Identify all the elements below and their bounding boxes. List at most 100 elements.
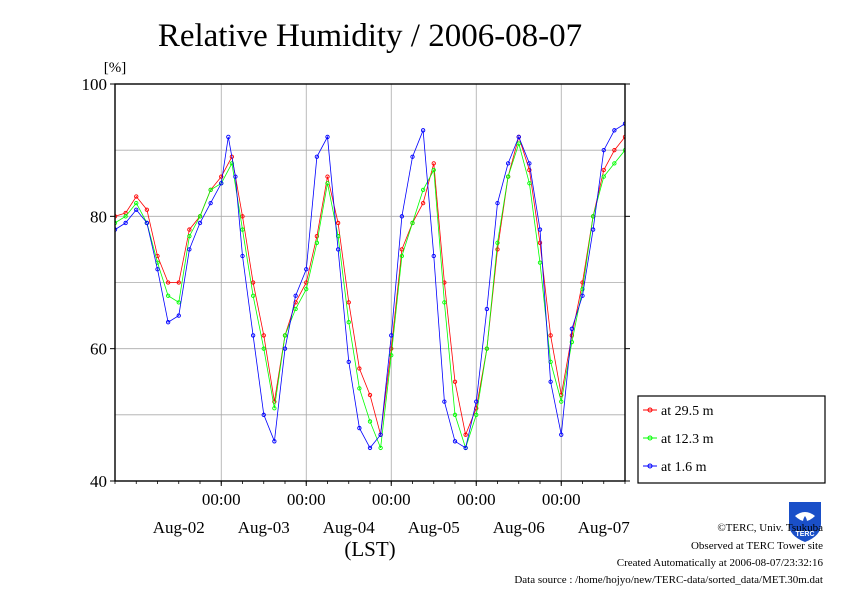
data-point <box>676 268 679 271</box>
legend-label: at 1.6 m <box>661 460 707 475</box>
x-tick-label: 00:00 <box>542 490 581 509</box>
data-point <box>698 182 701 185</box>
data-point <box>687 201 690 204</box>
data-point <box>176 313 181 318</box>
data-point <box>410 220 415 226</box>
data-point <box>250 280 256 285</box>
data-point <box>452 412 458 417</box>
data-source-text: Data source : /home/hojyo/new/TERC-data/… <box>514 574 823 586</box>
data-point <box>666 373 669 376</box>
data-point <box>601 148 606 153</box>
data-point <box>442 399 447 404</box>
data-point <box>325 134 330 140</box>
x-tick-label: 00:00 <box>457 490 496 509</box>
data-point <box>134 194 139 199</box>
data-point <box>261 333 266 338</box>
data-point <box>463 432 468 437</box>
data-point <box>272 399 277 404</box>
data-point <box>495 240 500 245</box>
created-text: Created Automatically at 2006-08-07/23:3… <box>617 557 824 569</box>
y-axis-ticks: 40 60 80 100 <box>82 75 630 491</box>
data-point <box>399 214 405 219</box>
logo-text: TERC <box>795 531 814 538</box>
data-point <box>165 280 171 285</box>
data-point <box>676 268 679 271</box>
data-point <box>495 247 500 252</box>
data-point <box>293 293 298 298</box>
data-point <box>537 260 543 265</box>
y-axis-label: [%] <box>104 60 127 76</box>
data-point <box>335 220 341 226</box>
data-point <box>474 412 479 417</box>
data-point <box>452 379 458 384</box>
data-point <box>123 214 128 219</box>
data-point <box>420 200 426 206</box>
legend-swatch-marker <box>647 463 653 469</box>
data-point <box>155 267 160 272</box>
data-point <box>442 300 447 305</box>
data-point <box>272 439 277 444</box>
data-point <box>208 187 213 193</box>
data-point <box>197 214 203 219</box>
data-point <box>590 227 596 232</box>
observed-text: Observed at TERC Tower site <box>691 540 823 552</box>
data-point <box>389 333 394 338</box>
legend-swatch-marker <box>647 407 653 413</box>
data-point <box>399 253 405 259</box>
data-point <box>346 320 351 325</box>
chart-title: Relative Humidity / 2006-08-07 <box>158 18 582 54</box>
data-point <box>208 200 213 206</box>
data-point <box>233 174 238 179</box>
data-point <box>229 161 235 166</box>
x-axis-label: (LST) <box>344 537 395 561</box>
data-point <box>335 234 341 239</box>
data-point <box>261 346 266 351</box>
x-day-label: Aug-06 <box>493 518 545 537</box>
data-point <box>527 161 532 166</box>
data-point <box>367 392 373 398</box>
x-tick-label: 00:00 <box>372 490 411 509</box>
data-point <box>505 174 511 179</box>
data-point <box>293 306 298 312</box>
data-point <box>123 220 128 226</box>
data-point <box>687 208 690 211</box>
y-tick-label: 60 <box>90 340 107 359</box>
data-point <box>261 412 266 417</box>
data-point <box>325 181 330 186</box>
data-point <box>357 366 362 371</box>
legend-swatch-marker <box>647 435 653 441</box>
series-line <box>115 123 625 449</box>
data-point <box>187 234 192 239</box>
data-point <box>698 195 701 198</box>
data-point <box>314 240 320 245</box>
data-point <box>431 167 436 173</box>
data-point <box>165 320 171 325</box>
y-tick-label: 80 <box>90 207 107 226</box>
y-tick-label: 100 <box>82 75 108 94</box>
data-point <box>569 326 575 331</box>
data-point <box>698 188 701 191</box>
data-point <box>548 333 553 338</box>
data-point <box>527 167 532 173</box>
data-point <box>420 128 426 133</box>
copyright-text: ©TERC, Univ. Tsukuba <box>717 522 823 534</box>
plot-frame <box>114 83 626 482</box>
data-point <box>559 399 564 404</box>
x-day-label: Aug-07 <box>578 518 630 537</box>
data-point <box>505 161 511 166</box>
data-point <box>474 399 479 404</box>
data-point <box>495 200 500 206</box>
data-point <box>282 346 288 351</box>
data-point <box>240 214 245 219</box>
data-point <box>399 247 405 252</box>
data-point <box>634 254 637 257</box>
data-point <box>346 359 351 365</box>
data-point <box>378 445 383 451</box>
data-point <box>537 227 543 232</box>
data-point <box>144 207 150 212</box>
data-point <box>250 333 256 338</box>
data-point <box>219 174 224 179</box>
data-point <box>645 373 648 376</box>
data-point <box>219 181 224 186</box>
data-point <box>197 220 203 226</box>
